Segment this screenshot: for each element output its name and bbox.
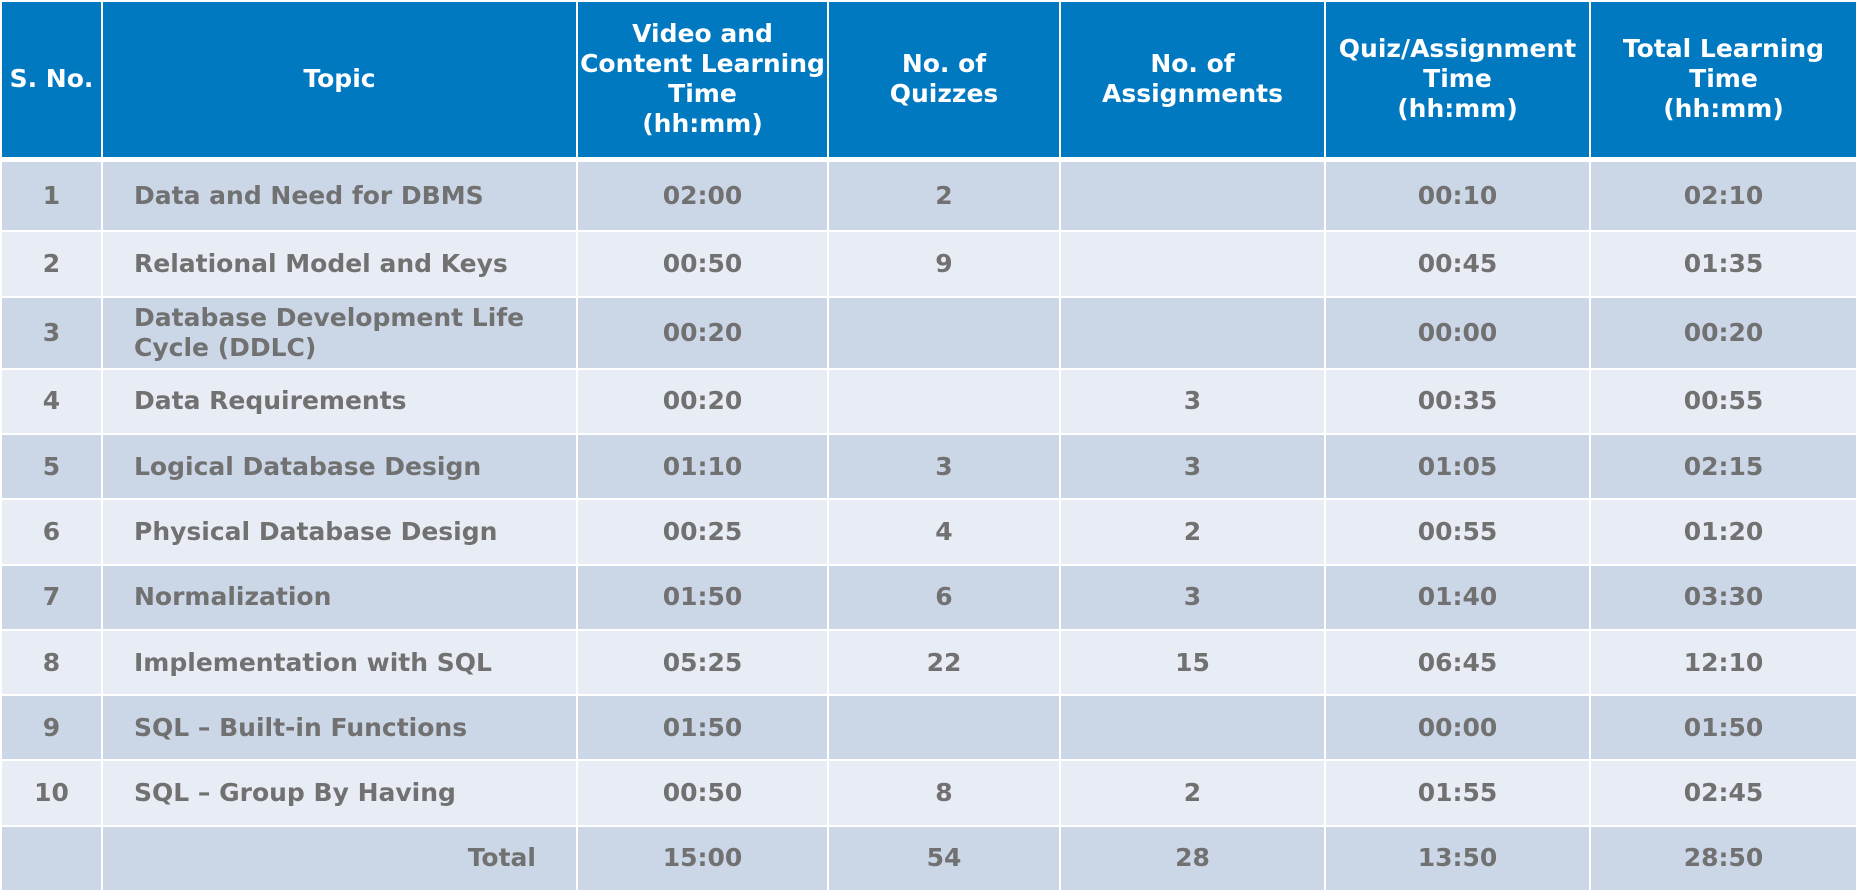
header-sno: S. No.	[0, 0, 103, 162]
cell-assignments: 3	[1059, 563, 1326, 631]
cell-assignments: 3	[1059, 367, 1326, 436]
cell-assignments	[1059, 694, 1326, 762]
cell-sno: 3	[0, 295, 103, 370]
table-row: 6 Physical Database Design 00:25 4 2 00:…	[0, 498, 1856, 566]
cell-video-time: 00:20	[576, 295, 829, 370]
cell-topic: Data and Need for DBMS	[101, 157, 578, 233]
cell-video-time: 01:10	[576, 433, 829, 501]
header-topic: Topic	[101, 0, 578, 162]
cell-total-time: 02:15	[1589, 433, 1856, 501]
cell-sno: 2	[0, 230, 103, 298]
cell-video-time: 01:50	[576, 563, 829, 631]
cell-assignments	[1059, 230, 1326, 298]
cell-assignments: 2	[1059, 759, 1326, 827]
cell-qa-time: 00:10	[1324, 157, 1591, 233]
header-quizzes: No. of Quizzes	[827, 0, 1061, 162]
cell-sno-empty	[0, 824, 103, 892]
cell-quizzes: 3	[827, 433, 1061, 501]
cell-qa-time: 00:45	[1324, 230, 1591, 298]
cell-video-time: 00:25	[576, 498, 829, 566]
cell-assignments: 3	[1059, 433, 1326, 501]
cell-total-time: 00:20	[1589, 295, 1856, 370]
cell-video-time: 00:50	[576, 230, 829, 298]
cell-sno: 7	[0, 563, 103, 631]
cell-assignments	[1059, 157, 1326, 233]
total-total-time: 28:50	[1589, 824, 1856, 892]
cell-sno: 4	[0, 367, 103, 436]
cell-qa-time: 00:00	[1324, 295, 1591, 370]
table-row: 3 Database Development Life Cycle (DDLC)…	[0, 295, 1856, 370]
cell-quizzes	[827, 367, 1061, 436]
cell-total-time: 12:10	[1589, 628, 1856, 697]
table-row: 1 Data and Need for DBMS 02:00 2 00:10 0…	[0, 157, 1856, 233]
table-row: 9 SQL – Built-in Functions 01:50 00:00 0…	[0, 694, 1856, 762]
table-row: 8 Implementation with SQL 05:25 22 15 06…	[0, 628, 1856, 697]
cell-sno: 1	[0, 157, 103, 233]
cell-sno: 9	[0, 694, 103, 762]
cell-qa-time: 01:40	[1324, 563, 1591, 631]
cell-topic: Implementation with SQL	[101, 628, 578, 697]
table-row: 10 SQL – Group By Having 00:50 8 2 01:55…	[0, 759, 1856, 827]
header-qa-time: Quiz/Assignment Time (hh:mm)	[1324, 0, 1591, 162]
table-row: 2 Relational Model and Keys 00:50 9 00:4…	[0, 230, 1856, 298]
cell-quizzes: 22	[827, 628, 1061, 697]
cell-assignments: 15	[1059, 628, 1326, 697]
total-assignments: 28	[1059, 824, 1326, 892]
table-row: 5 Logical Database Design 01:10 3 3 01:0…	[0, 433, 1856, 501]
cell-video-time: 00:50	[576, 759, 829, 827]
total-label: Total	[101, 824, 578, 892]
cell-assignments	[1059, 295, 1326, 370]
cell-topic: SQL – Group By Having	[101, 759, 578, 827]
table-row: 7 Normalization 01:50 6 3 01:40 03:30	[0, 563, 1856, 631]
total-row: Total 15:00 54 28 13:50 28:50	[0, 824, 1856, 892]
total-quizzes: 54	[827, 824, 1061, 892]
cell-quizzes	[827, 295, 1061, 370]
cell-video-time: 02:00	[576, 157, 829, 233]
cell-quizzes: 4	[827, 498, 1061, 566]
cell-total-time: 02:45	[1589, 759, 1856, 827]
cell-video-time: 01:50	[576, 694, 829, 762]
cell-assignments: 2	[1059, 498, 1326, 566]
header-total-time: Total Learning Time (hh:mm)	[1589, 0, 1856, 162]
cell-qa-time: 01:05	[1324, 433, 1591, 501]
cell-qa-time: 01:55	[1324, 759, 1591, 827]
cell-video-time: 00:20	[576, 367, 829, 436]
cell-topic: Normalization	[101, 563, 578, 631]
cell-sno: 6	[0, 498, 103, 566]
cell-sno: 10	[0, 759, 103, 827]
cell-qa-time: 00:00	[1324, 694, 1591, 762]
cell-total-time: 03:30	[1589, 563, 1856, 631]
total-qa-time: 13:50	[1324, 824, 1591, 892]
cell-video-time: 05:25	[576, 628, 829, 697]
cell-qa-time: 00:55	[1324, 498, 1591, 566]
cell-quizzes	[827, 694, 1061, 762]
cell-quizzes: 6	[827, 563, 1061, 631]
cell-topic: Physical Database Design	[101, 498, 578, 566]
cell-topic: Data Requirements	[101, 367, 578, 436]
cell-sno: 5	[0, 433, 103, 501]
cell-total-time: 01:35	[1589, 230, 1856, 298]
header-assignments: No. of Assignments	[1059, 0, 1326, 162]
cell-quizzes: 9	[827, 230, 1061, 298]
cell-topic: Logical Database Design	[101, 433, 578, 501]
header-video-time: Video and Content Learning Time (hh:mm)	[576, 0, 829, 162]
cell-sno: 8	[0, 628, 103, 697]
cell-total-time: 01:50	[1589, 694, 1856, 762]
cell-total-time: 02:10	[1589, 157, 1856, 233]
cell-quizzes: 2	[827, 157, 1061, 233]
header-row: S. No. Topic Video and Content Learning …	[0, 0, 1856, 162]
total-video-time: 15:00	[576, 824, 829, 892]
cell-topic: SQL – Built-in Functions	[101, 694, 578, 762]
cell-quizzes: 8	[827, 759, 1061, 827]
cell-qa-time: 06:45	[1324, 628, 1591, 697]
cell-topic: Database Development Life Cycle (DDLC)	[101, 295, 578, 370]
cell-total-time: 00:55	[1589, 367, 1856, 436]
cell-total-time: 01:20	[1589, 498, 1856, 566]
cell-qa-time: 00:35	[1324, 367, 1591, 436]
table-row: 4 Data Requirements 00:20 3 00:35 00:55	[0, 367, 1856, 436]
cell-topic: Relational Model and Keys	[101, 230, 578, 298]
